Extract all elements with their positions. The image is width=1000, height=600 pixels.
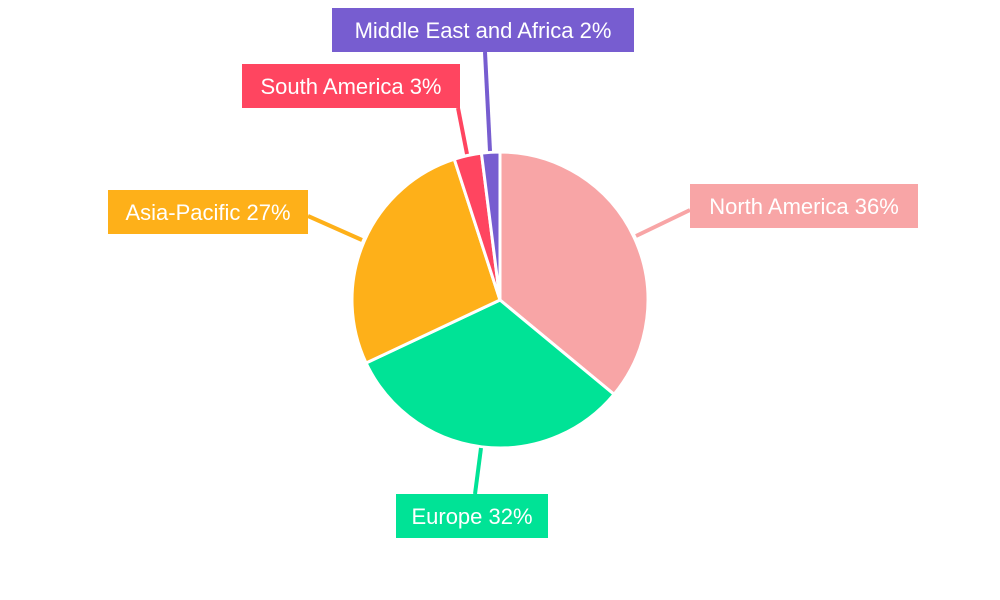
data-label-box-south-america bbox=[242, 64, 460, 108]
leader-line-north-america bbox=[635, 208, 691, 238]
pie-slice-north-america[interactable] bbox=[498, 150, 650, 397]
data-label-box-asia-pacific bbox=[108, 190, 308, 234]
data-label-box-middle-east-and-africa bbox=[332, 8, 634, 52]
pie-slice-middle-east-and-africa[interactable] bbox=[479, 150, 502, 301]
data-label-box-europe bbox=[396, 494, 548, 538]
leader-line-europe bbox=[473, 447, 483, 495]
data-label-middle-east-and-africa: Middle East and Africa 2% bbox=[355, 18, 612, 43]
data-label-north-america: North America 36% bbox=[709, 194, 899, 219]
data-label-europe: Europe 32% bbox=[411, 504, 532, 529]
data-label-box-north-america bbox=[690, 184, 918, 228]
pie-slice-europe[interactable] bbox=[364, 298, 617, 450]
data-label-south-america: South America 3% bbox=[261, 74, 442, 99]
leader-line-asia-pacific bbox=[307, 214, 363, 242]
leader-line-middle-east-and-africa bbox=[483, 51, 492, 152]
pie-slice-asia-pacific[interactable] bbox=[350, 157, 502, 366]
data-label-asia-pacific: Asia-Pacific 27% bbox=[125, 200, 290, 225]
leader-line-south-america bbox=[456, 107, 469, 155]
